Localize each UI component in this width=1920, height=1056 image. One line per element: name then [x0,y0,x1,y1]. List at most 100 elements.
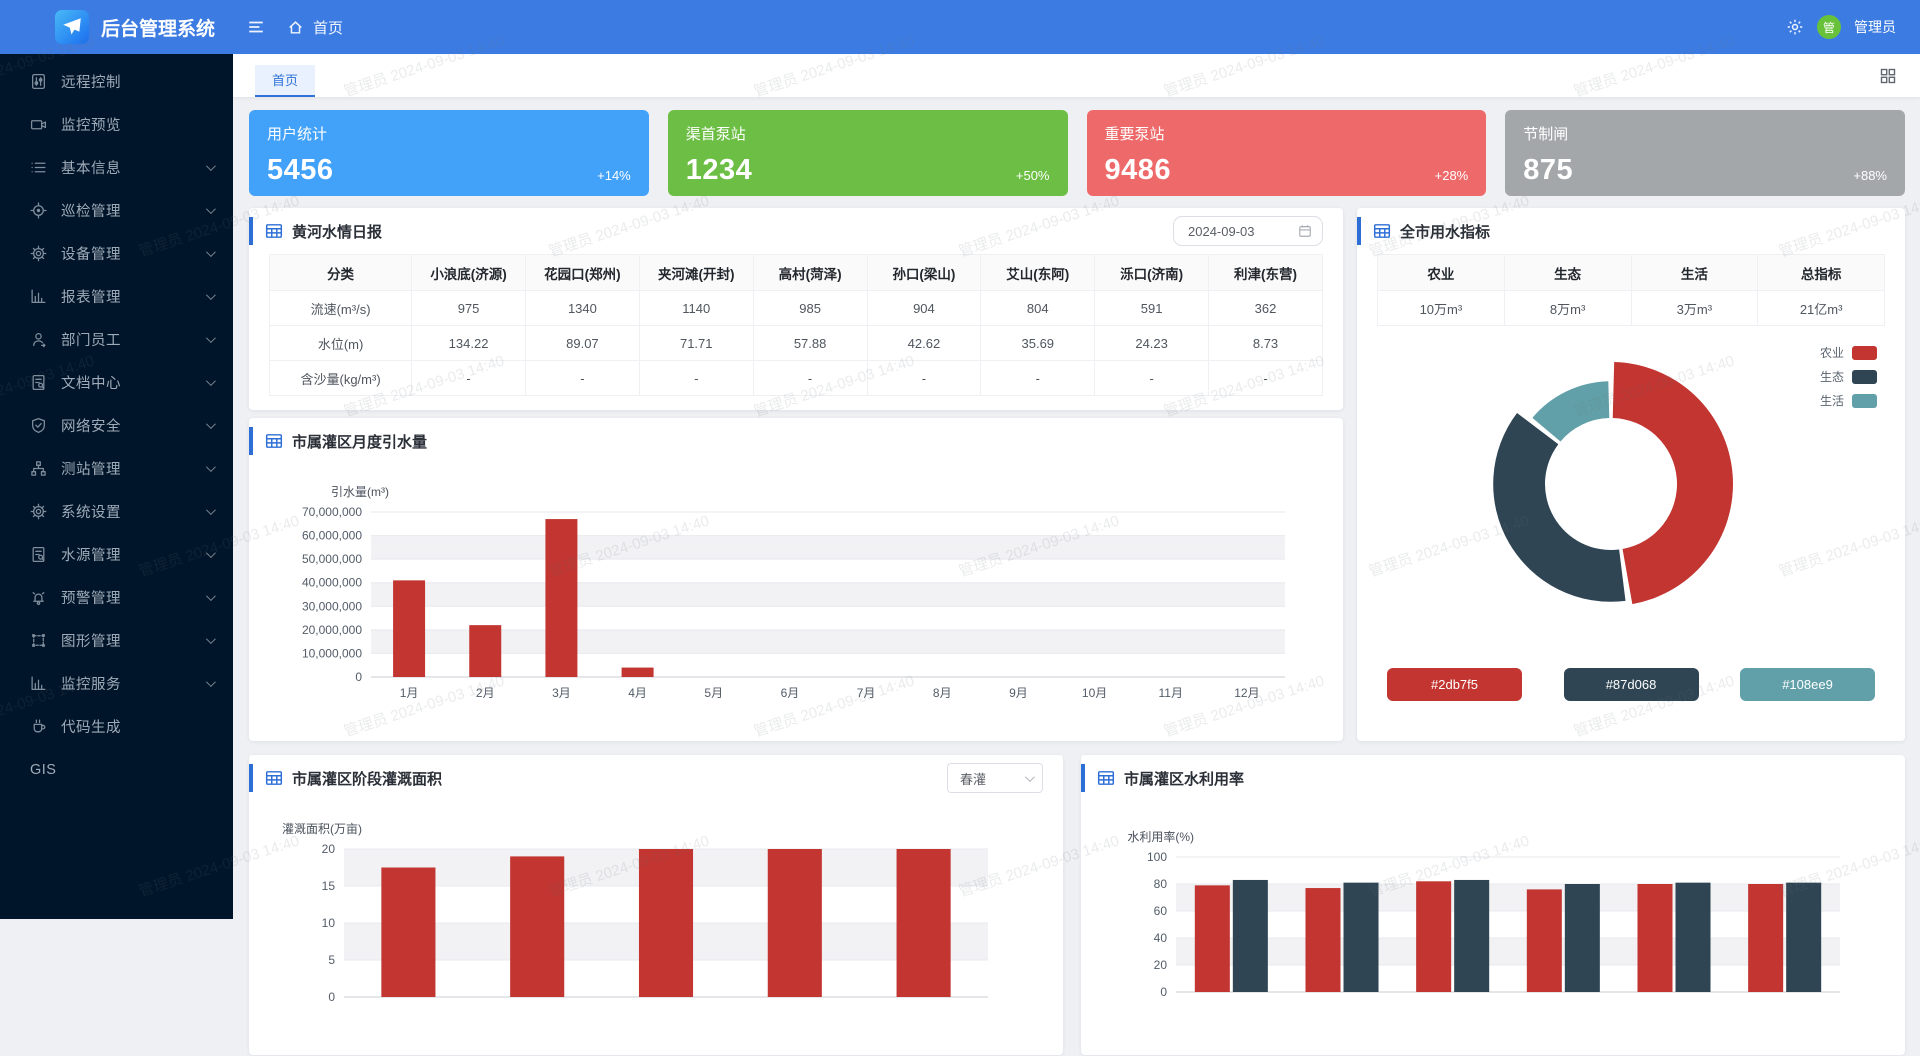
color-button-1[interactable]: #87d068 [1564,668,1699,701]
sidebar-item-document[interactable]: 文档中心 [0,361,233,404]
svg-text:40,000,000: 40,000,000 [302,576,362,590]
chevron-down-icon [1025,772,1035,782]
sidebar-item-label: 监控预览 [61,114,213,135]
table-cell: 水位(m) [270,326,412,361]
sidebar-item-station[interactable]: 测站管理 [0,447,233,490]
station-icon [30,460,47,477]
table-icon [1373,222,1391,240]
svg-text:7月: 7月 [857,686,876,700]
table-cell: - [753,361,867,396]
settings-icon [30,503,47,520]
panel-header: 市属灌区月度引水量 [249,418,1343,464]
legend-item-生态[interactable]: 生态 [1820,368,1877,385]
sidebar-item-label: 报表管理 [61,286,206,307]
svg-text:30,000,000: 30,000,000 [302,599,362,613]
sidebar-item-report[interactable]: 报表管理 [0,275,233,318]
stat-card-value: 1234 [686,154,753,187]
chevron-down-icon [206,505,216,515]
stat-card-delta: +28% [1435,168,1469,183]
panel-header: 黄河水情日报 2024-09-03 [249,208,1343,254]
sidebar-item-water-source[interactable]: 水源管理 [0,533,233,576]
svg-text:5: 5 [328,953,335,967]
svg-text:10: 10 [322,916,336,930]
svg-text:灌溉面积(万亩): 灌溉面积(万亩) [282,821,362,836]
column-header: 总指标 [1758,255,1885,291]
sidebar-item-basic-info[interactable]: 基本信息 [0,146,233,189]
basic-info-icon [30,159,47,176]
bar [1305,888,1340,992]
chevron-down-icon [206,204,216,214]
sidebar-item-label: 图形管理 [61,630,206,651]
svg-text:3月: 3月 [552,686,571,700]
bar [510,856,564,997]
table-cell: 57.88 [753,326,867,361]
color-button-2[interactable]: #108ee9 [1740,668,1875,701]
table-cell: 804 [981,291,1095,326]
sidebar-item-staff[interactable]: 部门员工 [0,318,233,361]
sidebar-collapse-icon[interactable] [247,18,265,36]
stat-card-delta: +50% [1016,168,1050,183]
legend-swatch [1852,394,1877,408]
select-value: 春灌 [960,769,986,788]
layout-grid-icon[interactable] [1880,68,1896,89]
table-cell: 8万m³ [1504,291,1631,326]
svg-text:20,000,000: 20,000,000 [302,623,362,637]
sidebar-item-label: 巡检管理 [61,200,206,221]
tab-home[interactable]: 首页 [255,65,315,97]
table-cell: 134.22 [412,326,526,361]
bar [381,868,435,998]
avatar[interactable]: 管 [1817,15,1841,39]
table-cell: 24.23 [1095,326,1209,361]
sidebar-item-monitor-service[interactable]: 监控服务 [0,662,233,705]
panel-river-report: 黄河水情日报 2024-09-03 分类小浪底(济源)花园口(郑州)夹河滩(开封… [249,208,1343,410]
user-name[interactable]: 管理员 [1854,17,1896,37]
sidebar-item-security[interactable]: 网络安全 [0,404,233,447]
legend-swatch [1852,370,1877,384]
sidebar-item-settings[interactable]: 系统设置 [0,490,233,533]
bar [1454,880,1489,992]
column-header: 艾山(东阿) [981,255,1095,291]
table-cell: - [639,361,753,396]
sidebar-item-monitor-preview[interactable]: 监控预览 [0,103,233,146]
legend-label: 农业 [1820,344,1844,361]
sidebar-item-gis[interactable]: GIS [0,748,233,791]
logo-group: 后台管理系统 [0,10,233,44]
svg-text:6月: 6月 [781,686,800,700]
gear-icon[interactable] [1786,18,1804,36]
svg-text:0: 0 [328,990,335,1004]
table-cell: 1340 [525,291,639,326]
legend-item-生活[interactable]: 生活 [1820,392,1877,409]
irrigation-phase-select[interactable]: 春灌 [947,763,1043,793]
stat-card-value: 875 [1523,154,1573,187]
chevron-down-icon [206,290,216,300]
stat-card-delta: +14% [597,168,631,183]
stat-card-delta: +88% [1853,168,1887,183]
sidebar-item-code-gen[interactable]: 代码生成 [0,705,233,748]
chevron-down-icon [206,161,216,171]
breadcrumb[interactable]: 首页 [313,17,343,38]
bar [1233,880,1268,992]
svg-text:15: 15 [322,879,336,893]
stat-card-title: 重要泵站 [1105,123,1469,144]
bar [545,519,577,677]
remote-control-icon [30,73,47,90]
legend-item-农业[interactable]: 农业 [1820,344,1877,361]
date-picker[interactable]: 2024-09-03 [1173,216,1323,246]
sidebar-item-graphics[interactable]: 图形管理 [0,619,233,662]
sidebar-item-remote-control[interactable]: 远程控制 [0,60,233,103]
code-gen-icon [30,718,47,735]
home-icon[interactable] [287,19,304,36]
table-cell: 21亿m³ [1758,291,1885,326]
sidebar-item-device[interactable]: 设备管理 [0,232,233,275]
color-button-0[interactable]: #2db7f5 [1387,668,1522,701]
sidebar-item-inspection[interactable]: 巡检管理 [0,189,233,232]
table-cell: 42.62 [867,326,981,361]
sidebar-item-alert[interactable]: 预警管理 [0,576,233,619]
chevron-down-icon [206,591,216,601]
chart-monthly-svg: 010,000,00020,000,00030,000,00040,000,00… [249,464,1303,732]
